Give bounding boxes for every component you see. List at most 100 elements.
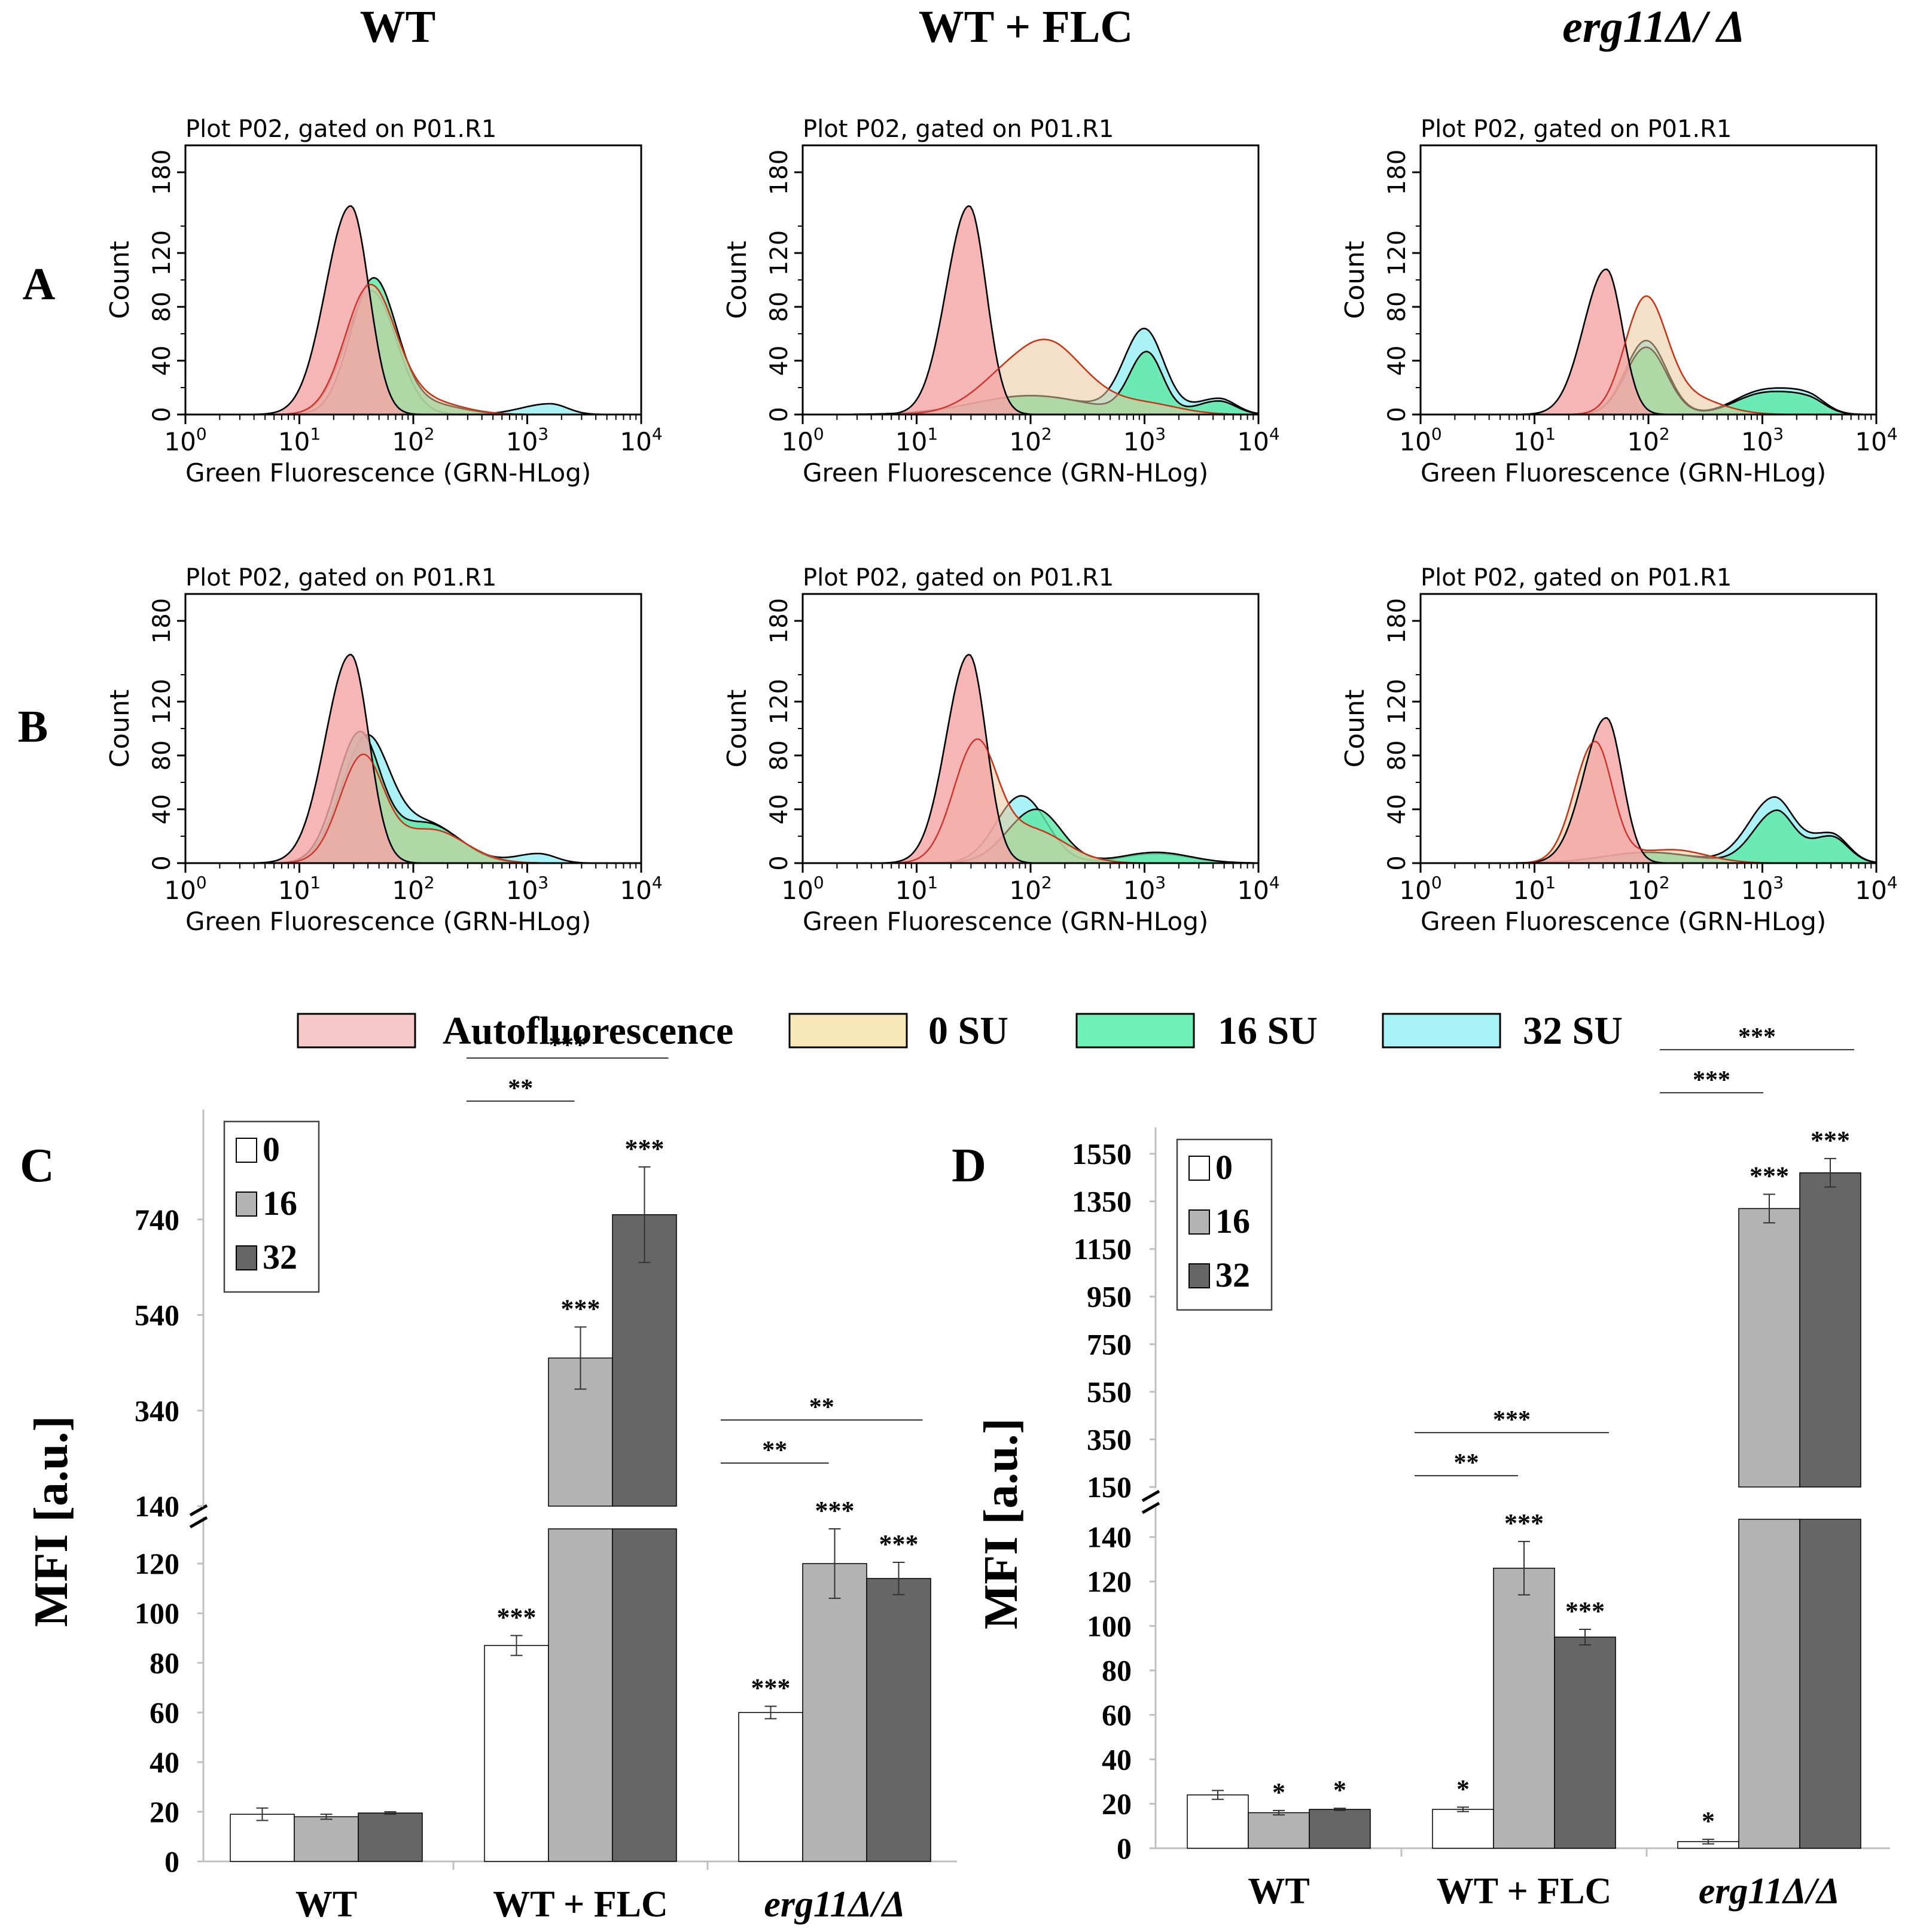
- histogram-ylabel: Count: [1340, 690, 1370, 768]
- x-tick-label: 101: [278, 424, 321, 456]
- bar-32-wt-flc-lower: [612, 1528, 677, 1862]
- row-label-b: B: [18, 702, 48, 752]
- y-tick-label: 80: [1102, 1654, 1132, 1687]
- bar-legend-swatch-32: [1188, 1263, 1210, 1288]
- x-tick-label: 101: [895, 873, 938, 905]
- x-tick-label: 104: [1855, 873, 1897, 905]
- y-tick-label: 0: [1117, 1832, 1132, 1865]
- y-tick-label: 40: [766, 794, 793, 825]
- bar-16-wt: [1248, 1812, 1310, 1849]
- y-tick-label: 80: [148, 741, 176, 771]
- significance-star: ***: [879, 1529, 919, 1559]
- y-tick-label: 100: [135, 1596, 179, 1630]
- axis-break-mark: [189, 1516, 208, 1529]
- histogram-title: Plot P02, gated on P01.R1: [185, 564, 496, 592]
- legend-swatch-0su: [788, 1013, 908, 1049]
- significance-star: ***: [751, 1674, 791, 1703]
- y-tick-label: 120: [1383, 230, 1411, 276]
- x-tick-label: 100: [164, 424, 206, 456]
- category-label-erg11: erg11Δ/Δ: [764, 1884, 905, 1925]
- significance-star: ***: [625, 1134, 665, 1163]
- bar-group-wt: [230, 1807, 423, 1862]
- category-label-erg11: erg11Δ/Δ: [1699, 1871, 1840, 1912]
- legend: Autofluorescence 0 SU 16 SU 32 SU: [297, 1009, 1623, 1053]
- histogram-title: Plot P02, gated on P01.R1: [1421, 564, 1732, 592]
- y-tick-label: 180: [1383, 150, 1411, 195]
- legend-label-32su: 32 SU: [1523, 1009, 1623, 1053]
- y-tick-label: 40: [766, 346, 793, 376]
- y-tick-label: 40: [150, 1745, 179, 1779]
- histogram-ylabel: Count: [105, 241, 135, 319]
- y-tick-label: 40: [1383, 794, 1411, 825]
- bracket-label: **: [762, 1437, 787, 1464]
- x-tick-label: 102: [1009, 873, 1052, 905]
- histogram-title: Plot P02, gated on P01.R1: [803, 564, 1114, 592]
- histogram-ylabel: Count: [722, 241, 752, 319]
- x-tick-label: 103: [1741, 873, 1784, 905]
- x-tick-label: 100: [1399, 873, 1441, 905]
- x-tick-label: 103: [1123, 873, 1166, 905]
- y-tick-label: 180: [148, 598, 176, 644]
- bar-chart-c: C MFI [a.u.] 0 20 40 60 80 100 120 140 340 540 740 WT…: [20, 1032, 957, 1925]
- bar-32-wt: [358, 1812, 423, 1862]
- histogram-ylabel: Count: [722, 690, 752, 768]
- x-tick-label: 104: [1237, 424, 1279, 456]
- y-tick-label: 20: [1102, 1787, 1132, 1821]
- x-tick-label: 103: [1123, 424, 1166, 456]
- bar-ylabel: MFI [a.u.]: [975, 1418, 1028, 1629]
- y-tick-label: 1550: [1072, 1137, 1132, 1171]
- x-tick-label: 101: [278, 873, 321, 905]
- bar-legend-c: 0 16 32: [223, 1120, 320, 1293]
- y-tick-label: 120: [766, 230, 793, 276]
- bar-legend-label-0: 0: [1215, 1148, 1233, 1187]
- histogram-xlabel: Green Fluorescence (GRN-HLog): [803, 458, 1208, 487]
- bar-32-erg11-lower: [1799, 1519, 1861, 1849]
- legend-swatch-16su: [1075, 1013, 1195, 1049]
- y-tick-label: 120: [148, 679, 176, 724]
- y-tick-label: 140: [135, 1489, 179, 1523]
- axis-break-mark: [1141, 1501, 1160, 1514]
- y-tick-label: 20: [150, 1795, 179, 1829]
- bar-legend-label-16: 16: [1215, 1202, 1250, 1241]
- bar-group-erg11: *** *** ***: [738, 1496, 931, 1862]
- x-tick-label: 102: [1627, 873, 1669, 905]
- histogram-title: Plot P02, gated on P01.R1: [1421, 115, 1732, 143]
- bar-legend-label-32: 32: [1215, 1256, 1250, 1294]
- significance-star: ***: [1750, 1162, 1789, 1191]
- x-tick-label: 100: [781, 424, 824, 456]
- y-tick-label: 120: [766, 679, 793, 724]
- bar-ylabel: MFI [a.u.]: [25, 1416, 78, 1627]
- y-tick-label: 0: [148, 855, 176, 870]
- histogram-a-wt: Plot P02, gated on P01.R1 0 40 80 120 180 Coun…: [105, 115, 663, 487]
- x-tick-label: 103: [506, 873, 548, 905]
- y-tick-label: 180: [766, 150, 793, 195]
- significance-star: *: [1333, 1775, 1346, 1805]
- histogram-title: Plot P02, gated on P01.R1: [803, 115, 1114, 143]
- bracket-label: **: [809, 1394, 834, 1421]
- x-tick-label: 104: [620, 424, 662, 456]
- histogram-xlabel: Green Fluorescence (GRN-HLog): [803, 907, 1208, 936]
- y-tick-label: 740: [135, 1203, 179, 1236]
- category-label-wt: WT: [1248, 1871, 1309, 1912]
- y-tick-label: 40: [1383, 346, 1411, 376]
- y-tick-label: 80: [1383, 741, 1411, 771]
- y-tick-label: 350: [1087, 1422, 1132, 1456]
- x-tick-label: 103: [506, 424, 548, 456]
- bar-32-wt: [1309, 1809, 1371, 1849]
- x-tick-label: 100: [1399, 424, 1441, 456]
- histogram-b-erg11: Plot P02, gated on P01.R1 0 40 80 120 180 Coun…: [1340, 564, 1898, 936]
- legend-label-16su: 16 SU: [1218, 1009, 1318, 1053]
- bar-0-wt: [1187, 1794, 1249, 1849]
- y-tick-label: 80: [766, 741, 793, 771]
- y-tick-label: 340: [135, 1394, 179, 1427]
- x-tick-label: 101: [1513, 873, 1556, 905]
- bracket-label: ***: [1493, 1406, 1531, 1434]
- legend-label-0su: 0 SU: [928, 1009, 1008, 1053]
- y-tick-label: 40: [148, 346, 176, 376]
- y-tick-label: 0: [148, 407, 176, 422]
- bracket-label: **: [508, 1075, 533, 1102]
- y-tick-label: 180: [1383, 598, 1411, 644]
- x-tick-label: 102: [1009, 424, 1052, 456]
- y-tick-label: 80: [148, 292, 176, 322]
